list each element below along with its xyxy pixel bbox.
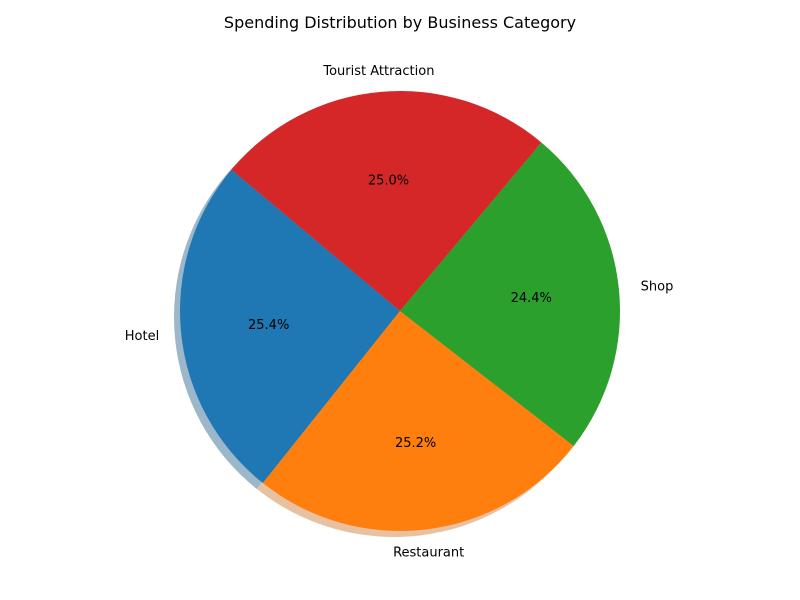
pie-slice-shop	[400, 142, 620, 446]
slice-percent-tourist-attraction: 25.0%	[368, 174, 409, 189]
pie-slice-hotel	[180, 169, 400, 484]
pie-slice-tourist-attraction	[231, 91, 542, 311]
chart-title: Spending Distribution by Business Catego…	[224, 13, 576, 32]
pie-slice-restaurant	[262, 311, 574, 531]
slice-label-hotel: Hotel	[125, 329, 159, 344]
pie-labels: Hotel 25.4% Restaurant 25.2% Shop 24.4% Touris…	[125, 64, 674, 560]
slice-label-tourist-attraction: Tourist Attraction	[322, 64, 434, 79]
slice-percent-shop: 24.4%	[511, 291, 552, 306]
slice-percent-hotel: 25.4%	[248, 318, 289, 333]
slice-label-shop: Shop	[641, 279, 674, 294]
slice-label-restaurant: Restaurant	[393, 545, 464, 560]
pie-slices	[180, 91, 620, 531]
slice-percent-restaurant: 25.2%	[395, 436, 436, 451]
